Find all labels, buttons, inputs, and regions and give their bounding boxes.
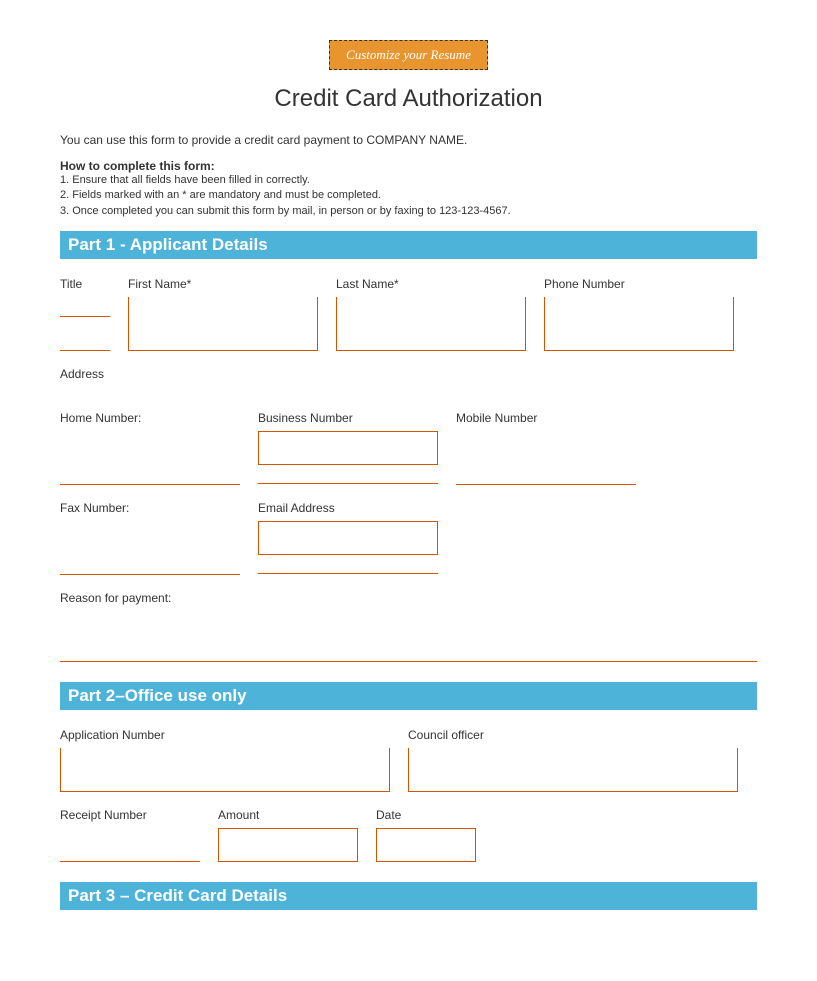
amount-input[interactable] xyxy=(218,828,358,862)
receipt-number-label: Receipt Number xyxy=(60,808,200,822)
business-number-input[interactable] xyxy=(258,431,438,465)
customize-button[interactable]: Customize your Resume xyxy=(329,40,488,70)
amount-label: Amount xyxy=(218,808,358,822)
howto-title: How to complete this form: xyxy=(60,159,757,173)
home-number-label: Home Number: xyxy=(60,411,240,425)
title-input-2[interactable] xyxy=(60,331,110,351)
app-number-input[interactable] xyxy=(60,748,390,792)
business-number-label: Business Number xyxy=(258,411,438,425)
council-officer-input[interactable] xyxy=(408,748,738,792)
title-input[interactable] xyxy=(60,297,110,317)
part3-header: Part 3 – Credit Card Details xyxy=(60,882,757,910)
last-name-label: Last Name* xyxy=(336,277,526,291)
howto-step-1: 1. Ensure that all fields have been fill… xyxy=(60,173,757,188)
address-label: Address xyxy=(60,367,757,381)
part2-header: Part 2–Office use only xyxy=(60,682,757,710)
app-number-label: Application Number xyxy=(60,728,390,742)
intro-text: You can use this form to provide a credi… xyxy=(60,133,757,147)
divider-line xyxy=(60,661,757,662)
email-label: Email Address xyxy=(258,501,438,515)
page-title: Credit Card Authorization xyxy=(60,85,757,113)
receipt-number-input[interactable] xyxy=(60,842,200,862)
date-label: Date xyxy=(376,808,476,822)
business-number-underline[interactable] xyxy=(258,464,438,484)
mobile-number-label: Mobile Number xyxy=(456,411,636,425)
first-name-label: First Name* xyxy=(128,277,318,291)
last-name-input[interactable] xyxy=(336,297,526,351)
part1-header: Part 1 - Applicant Details xyxy=(60,231,757,259)
howto-step-3: 3. Once completed you can submit this fo… xyxy=(60,204,757,219)
reason-label: Reason for payment: xyxy=(60,591,757,605)
council-officer-label: Council officer xyxy=(408,728,738,742)
mobile-number-input[interactable] xyxy=(456,465,636,485)
howto-step-2: 2. Fields marked with an * are mandatory… xyxy=(60,188,757,203)
first-name-input[interactable] xyxy=(128,297,318,351)
fax-number-label: Fax Number: xyxy=(60,501,240,515)
email-input[interactable] xyxy=(258,521,438,555)
home-number-input[interactable] xyxy=(60,465,240,485)
email-underline[interactable] xyxy=(258,554,438,574)
phone-label: Phone Number xyxy=(544,277,734,291)
fax-number-input[interactable] xyxy=(60,555,240,575)
howto-list: 1. Ensure that all fields have been fill… xyxy=(60,173,757,219)
phone-input[interactable] xyxy=(544,297,734,351)
date-input[interactable] xyxy=(376,828,476,862)
title-label: Title xyxy=(60,277,110,291)
